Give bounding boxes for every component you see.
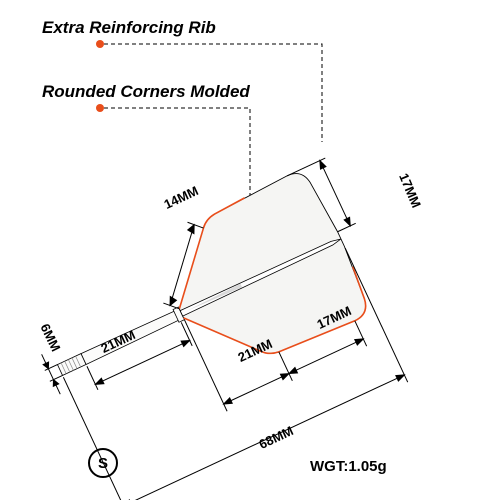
- size-label: S: [98, 455, 108, 472]
- diagram-svg: [0, 0, 500, 500]
- weight-label: WGT:1.05g: [310, 458, 387, 475]
- dot-rib: [96, 40, 104, 48]
- size-badge: S: [88, 448, 118, 478]
- shaft-thread: [57, 354, 86, 376]
- dot-corners: [96, 104, 104, 112]
- dart-group: [14, 158, 426, 500]
- leader-rib: [104, 44, 322, 142]
